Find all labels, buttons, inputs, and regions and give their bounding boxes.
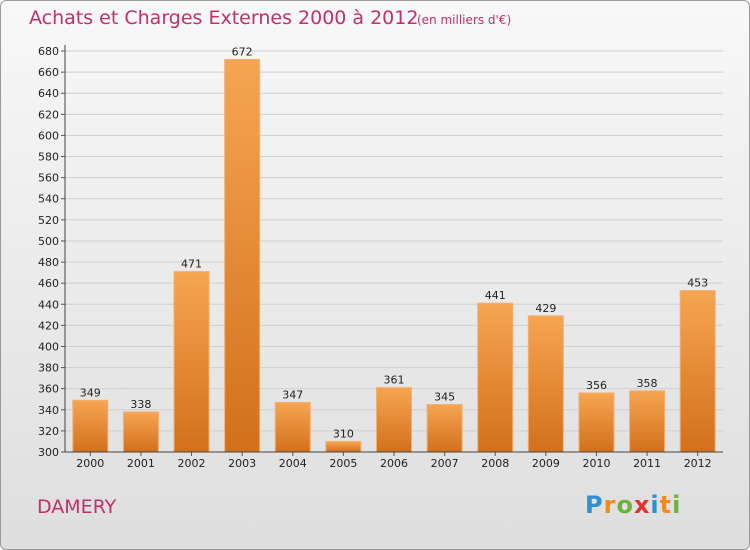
bar-2002 [173, 271, 210, 453]
x-tick-label: 2001 [127, 457, 155, 470]
bar-2009 [527, 315, 564, 453]
x-tick-label: 2009 [532, 457, 560, 470]
chart-title: Achats et Charges Externes 2000 à 2012 [29, 7, 419, 29]
y-tick-label: 360 [38, 383, 59, 396]
y-tick-label: 660 [38, 66, 59, 79]
y-tick-label: 560 [38, 172, 59, 185]
proxiti-logo: Proxiti [585, 491, 682, 519]
y-tick-label: 380 [38, 362, 59, 375]
bar-2004 [274, 401, 311, 453]
bar-2001 [122, 411, 159, 453]
y-tick-label: 680 [38, 45, 59, 58]
data-label: 361 [384, 374, 405, 387]
x-tick-label: 2004 [279, 457, 307, 470]
x-tick-label: 2008 [481, 457, 509, 470]
y-tick-label: 520 [38, 214, 59, 227]
y-tick-label: 640 [38, 87, 59, 100]
bar-2006 [376, 387, 412, 453]
data-label: 471 [181, 258, 202, 271]
y-tick-label: 400 [38, 340, 59, 353]
data-label: 441 [485, 289, 506, 302]
y-tick-label: 460 [38, 277, 59, 290]
x-tick-label: 2005 [329, 457, 357, 470]
y-tick-label: 340 [38, 404, 59, 417]
x-tick-label: 2011 [633, 457, 661, 470]
data-label: 358 [637, 377, 658, 390]
data-label: 347 [282, 388, 303, 401]
y-tick-label: 500 [38, 235, 59, 248]
data-label: 356 [586, 379, 607, 392]
city-name: DAMERY [37, 496, 117, 518]
bar-2003 [224, 58, 261, 453]
y-tick-label: 600 [38, 129, 59, 142]
bar-2010 [578, 392, 615, 453]
data-label: 338 [130, 398, 151, 411]
data-label: 310 [333, 427, 354, 440]
data-label: 672 [232, 45, 253, 58]
x-tick-label: 2012 [684, 457, 712, 470]
data-label: 429 [535, 302, 556, 315]
y-tick-label: 540 [38, 193, 59, 206]
y-tick-label: 320 [38, 425, 59, 438]
y-tick-label: 480 [38, 256, 59, 269]
y-tick-label: 440 [38, 298, 59, 311]
x-tick-label: 2007 [431, 457, 459, 470]
x-tick-label: 2002 [178, 457, 206, 470]
bar-2011 [629, 390, 666, 453]
x-tick-label: 2010 [582, 457, 610, 470]
y-tick-label: 300 [38, 446, 59, 459]
data-label: 349 [80, 386, 101, 399]
bar-2007 [426, 404, 463, 453]
chart-subtitle: (en milliers d'€) [417, 13, 512, 27]
x-tick-label: 2003 [228, 457, 256, 470]
y-tick-label: 580 [38, 151, 59, 164]
data-label: 345 [434, 391, 455, 404]
data-label: 453 [687, 277, 708, 290]
bar-2005 [325, 440, 362, 453]
y-tick-label: 420 [38, 319, 59, 332]
bar-2008 [477, 302, 514, 453]
x-tick-label: 2000 [76, 457, 104, 470]
x-tick-label: 2006 [380, 457, 408, 470]
y-tick-label: 620 [38, 108, 59, 121]
bar-2000 [72, 399, 109, 453]
bar-2012 [679, 290, 716, 453]
